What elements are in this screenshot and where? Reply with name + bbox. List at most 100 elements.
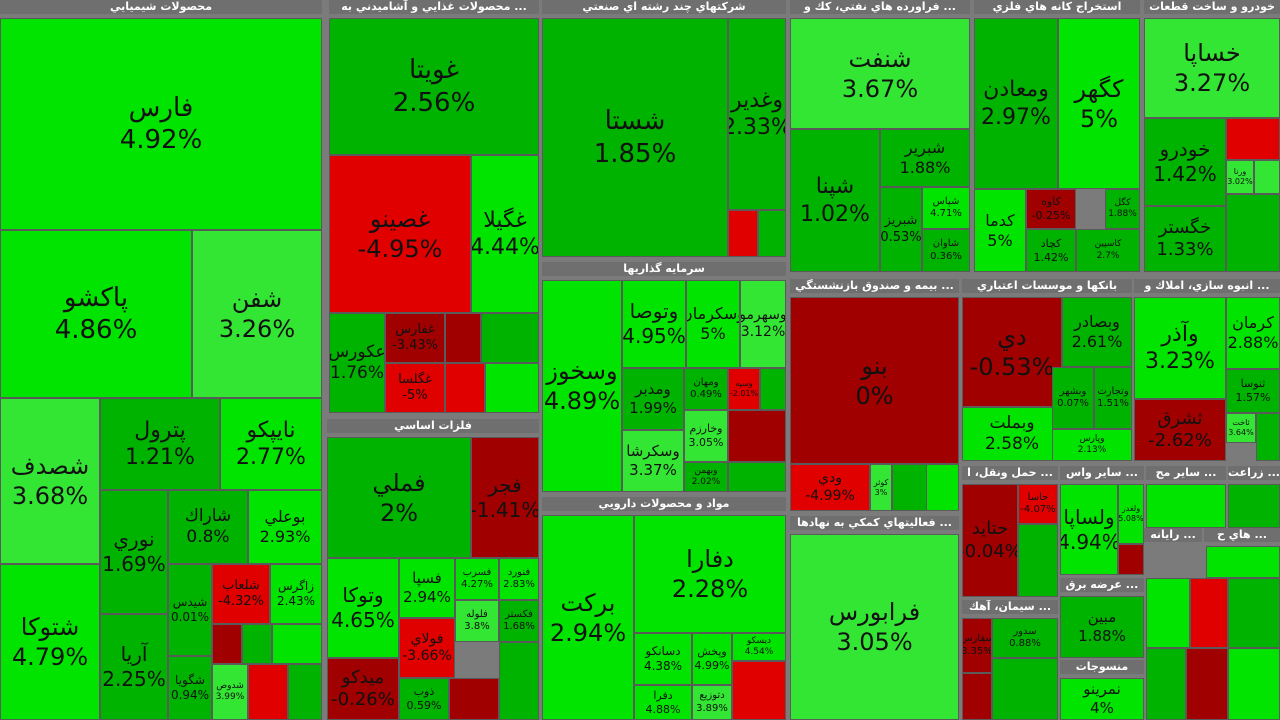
stock-tile[interactable]: شفن 3.26% — [192, 230, 322, 398]
stock-tile[interactable]: شنفت 3.67% — [790, 18, 970, 129]
stock-tile[interactable]: شصدف 3.68% — [0, 398, 100, 564]
filler-tile[interactable] — [242, 624, 272, 664]
stock-tile[interactable]: خودرو 1.42% — [1144, 118, 1226, 206]
filler-tile[interactable] — [1226, 118, 1280, 160]
filler-tile[interactable] — [962, 673, 992, 720]
filler-tile[interactable] — [1228, 578, 1280, 648]
stock-tile[interactable]: فملي 2% — [327, 437, 471, 558]
stock-tile[interactable]: شيدس 0.01% — [168, 564, 212, 656]
filler-tile[interactable] — [449, 678, 499, 720]
stock-tile[interactable]: فسپا 2.94% — [399, 558, 455, 618]
stock-tile[interactable]: ولغدر 5.08% — [1118, 484, 1144, 544]
stock-tile[interactable]: وسكرشا 3.37% — [622, 430, 684, 492]
stock-tile[interactable]: وسكرمان5% — [686, 280, 740, 368]
stock-tile[interactable]: دفرا 4.88% — [634, 685, 692, 720]
stock-tile[interactable]: شاراك 0.8% — [168, 490, 248, 564]
stock-tile[interactable]: ورنا 3.02% — [1226, 160, 1254, 194]
stock-tile[interactable]: وبشهر 0.07% — [1052, 367, 1094, 429]
filler-tile[interactable] — [926, 464, 959, 511]
filler-tile[interactable] — [1118, 544, 1144, 575]
stock-tile[interactable]: فلوله 3.8% — [455, 600, 499, 642]
stock-tile[interactable]: وبملت 2.58% — [962, 407, 1062, 461]
stock-tile[interactable]: كگهر 5% — [1058, 18, 1140, 189]
stock-tile[interactable]: فجر -1.41% — [471, 437, 539, 558]
stock-tile[interactable]: ذوب 0.59% — [399, 678, 449, 720]
stock-tile[interactable]: مبين 1.88% — [1060, 596, 1144, 658]
stock-tile[interactable]: بركت 2.94% — [542, 515, 634, 720]
stock-tile[interactable]: شتوكا 4.79% — [0, 564, 100, 720]
stock-tile[interactable]: شگويا 0.94% — [168, 656, 212, 720]
stock-tile[interactable]: عكورس 1.76% — [329, 313, 385, 413]
stock-tile[interactable]: ثشرق -2.62% — [1134, 399, 1226, 461]
filler-tile[interactable] — [485, 363, 539, 413]
filler-tile[interactable] — [445, 313, 481, 363]
stock-tile[interactable]: پاكشو 4.86% — [0, 230, 192, 398]
stock-tile[interactable]: سفارس3.35% — [962, 618, 992, 673]
stock-tile[interactable]: وآذر 3.23% — [1134, 297, 1226, 399]
stock-tile[interactable]: غفارس -3.43% — [385, 313, 445, 363]
stock-tile[interactable]: وتوكا 4.65% — [327, 558, 399, 658]
filler-tile[interactable] — [1226, 194, 1280, 272]
filler-tile[interactable] — [248, 664, 288, 720]
filler-tile[interactable] — [1018, 524, 1058, 597]
stock-tile[interactable]: وپخش 4.99% — [692, 633, 732, 685]
stock-tile[interactable]: كدما 5% — [974, 189, 1026, 272]
stock-tile[interactable]: وپارس 2.13% — [1052, 429, 1132, 461]
filler-tile[interactable] — [499, 642, 539, 720]
stock-tile[interactable]: شپاس 4.71% — [922, 187, 970, 229]
filler-tile[interactable] — [288, 664, 322, 720]
stock-tile[interactable]: بوعلي 2.93% — [248, 490, 322, 564]
stock-tile[interactable]: كرمان 2.88% — [1226, 297, 1280, 369]
filler-tile[interactable] — [728, 410, 786, 462]
stock-tile[interactable]: ومدبر 1.99% — [622, 368, 684, 430]
stock-tile[interactable]: فكستر 1.68% — [499, 600, 539, 642]
filler-tile[interactable] — [1190, 578, 1228, 648]
stock-tile[interactable]: فسرب 4.27% — [455, 558, 499, 600]
stock-tile[interactable]: ودي -4.99% — [790, 464, 870, 511]
stock-tile[interactable]: كاسپين 2.7% — [1076, 229, 1140, 272]
stock-tile[interactable]: بنو 0% — [790, 297, 959, 464]
stock-tile[interactable]: شاوان 0.36% — [922, 229, 970, 272]
stock-tile[interactable]: حاسا -4.07% — [1018, 484, 1058, 524]
stock-tile[interactable]: نمرينو 4% — [1060, 678, 1144, 720]
stock-tile[interactable]: ثاخت 3.64% — [1226, 413, 1256, 443]
filler-tile[interactable] — [1254, 160, 1280, 194]
stock-tile[interactable]: ثنوسا 1.57% — [1226, 369, 1280, 413]
stock-tile[interactable]: وسپه -2.01% — [728, 368, 760, 410]
stock-tile[interactable]: شپنا 1.02% — [790, 129, 880, 272]
filler-tile[interactable] — [992, 658, 1058, 720]
stock-tile[interactable]: ولساپا 4.94% — [1060, 484, 1118, 575]
stock-tile[interactable]: ومعادن 2.97% — [974, 18, 1058, 189]
stock-tile[interactable]: كچاد 1.42% — [1026, 229, 1076, 272]
stock-tile[interactable]: شبريز 0.53% — [880, 187, 922, 272]
stock-tile[interactable]: غصينو -4.95% — [329, 155, 471, 313]
stock-tile[interactable]: وغدير2.33% — [728, 18, 786, 210]
filler-tile[interactable] — [1206, 546, 1280, 578]
filler-tile[interactable] — [272, 624, 322, 664]
stock-tile[interactable]: غگلسا -5% — [385, 363, 445, 413]
stock-tile[interactable]: كوثر 3% — [870, 464, 892, 511]
stock-tile[interactable]: حتايد-0.04% — [962, 484, 1018, 597]
filler-tile[interactable] — [1146, 578, 1190, 648]
stock-tile[interactable]: نايپكو 2.77% — [220, 398, 322, 490]
filler-tile[interactable] — [728, 462, 786, 492]
stock-tile[interactable]: وبهمن 2.02% — [684, 462, 728, 492]
stock-tile[interactable]: فارس 4.92% — [0, 18, 322, 230]
stock-tile[interactable]: پترول 1.21% — [100, 398, 220, 490]
stock-tile[interactable]: كاوه -0.25% — [1026, 189, 1076, 229]
filler-tile[interactable] — [1256, 413, 1280, 461]
stock-tile[interactable]: ومهان 0.49% — [684, 368, 728, 410]
stock-tile[interactable]: غويتا 2.56% — [329, 18, 539, 155]
filler-tile[interactable] — [1146, 648, 1186, 720]
stock-tile[interactable]: سدور 0.88% — [992, 618, 1058, 658]
filler-tile[interactable] — [1146, 484, 1226, 528]
filler-tile[interactable] — [212, 624, 242, 664]
filler-tile[interactable] — [1228, 648, 1280, 720]
stock-tile[interactable]: دفارا 2.28% — [634, 515, 786, 633]
filler-tile[interactable] — [1186, 648, 1228, 720]
stock-tile[interactable]: وبصادر 2.61% — [1062, 297, 1132, 367]
stock-tile[interactable]: شلعاب -4.32% — [212, 564, 270, 624]
stock-tile[interactable]: نوري 1.69% — [100, 490, 168, 614]
filler-tile[interactable] — [758, 210, 786, 257]
stock-tile[interactable]: دي -0.53% — [962, 297, 1062, 407]
